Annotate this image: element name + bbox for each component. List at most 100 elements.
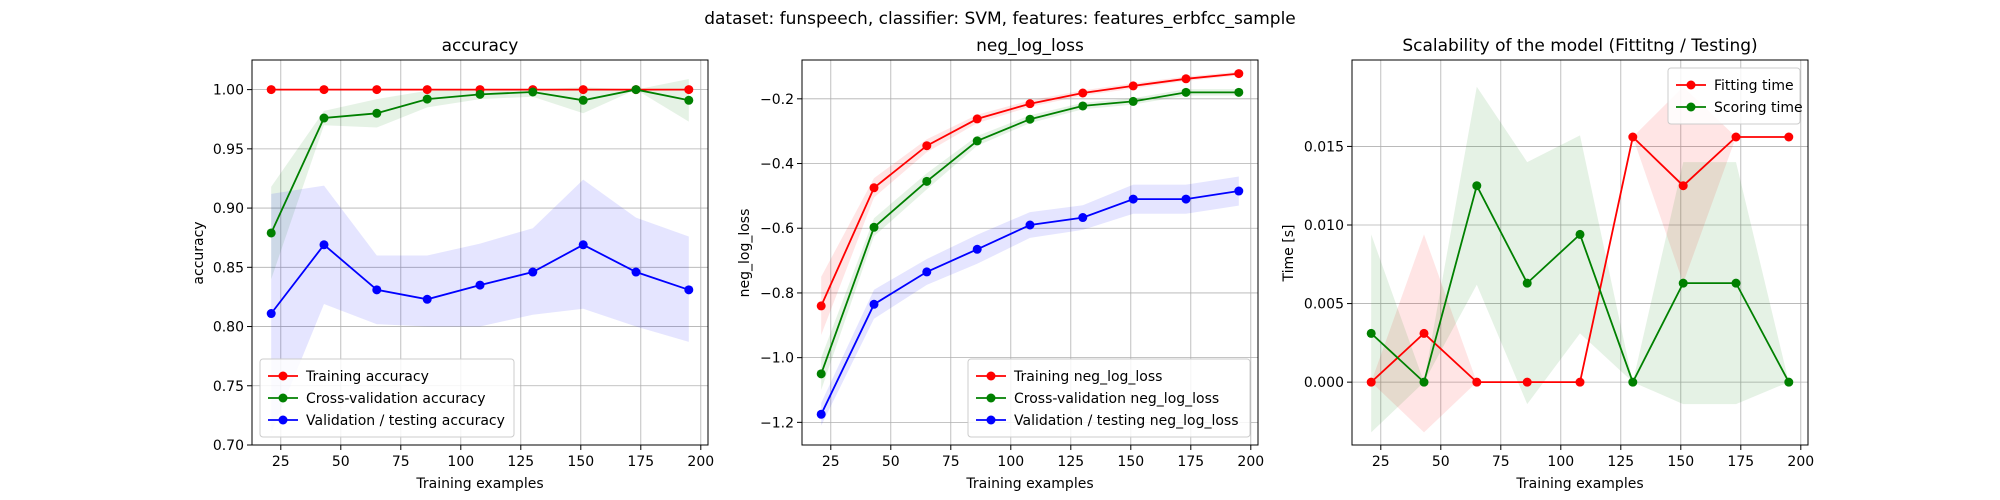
y-tick-label: 1.00 [213, 83, 244, 99]
data-point [1731, 278, 1741, 288]
legend-marker [1686, 80, 1696, 90]
data-point [1628, 377, 1638, 387]
data-point [1628, 132, 1638, 142]
data-point [922, 267, 932, 277]
axes-frame [251, 59, 709, 446]
data-point [266, 85, 276, 95]
x-tick-label: 150 [567, 454, 594, 470]
data-point [475, 280, 485, 290]
data-point [816, 409, 826, 419]
data-point [1678, 278, 1688, 288]
data-point [1472, 377, 1482, 387]
data-point [319, 85, 329, 95]
legend-marker [1686, 102, 1696, 112]
figure-suptitle: dataset: funspeech, classifier: SVM, fea… [704, 9, 1296, 29]
legend: Training neg_log_loss Cross-validation ne… [967, 358, 1251, 438]
y-tick-label: −0.8 [760, 286, 794, 302]
data-point [922, 176, 932, 186]
data-point [972, 114, 982, 124]
x-axis-label: Training examples [965, 476, 1093, 492]
data-point [869, 299, 879, 309]
y-tick-label: 0.010 [1304, 218, 1344, 234]
data-point [1128, 194, 1138, 204]
x-tick-label: 75 [942, 454, 960, 470]
data-point [1025, 220, 1035, 230]
x-tick-label: 150 [1117, 454, 1144, 470]
data-point [372, 108, 382, 118]
panel-title: accuracy [442, 36, 519, 56]
panel-accuracy: accuracy Training examples accuracy 25 50… [191, 36, 714, 492]
data-point [422, 94, 432, 104]
legend-box [1667, 67, 1801, 125]
data-point [684, 95, 694, 105]
data-point [1419, 377, 1429, 387]
data-point [1784, 377, 1794, 387]
y-tick-label: 0.000 [1304, 375, 1344, 391]
x-tick-label: 50 [882, 454, 900, 470]
y-tick-label: −1.2 [760, 415, 794, 431]
x-tick-label: 75 [392, 454, 410, 470]
x-tick-label: 125 [1057, 454, 1084, 470]
data-point [816, 369, 826, 379]
data-point [319, 113, 329, 123]
legend-marker [278, 371, 288, 381]
data-point [1181, 87, 1191, 97]
data-point [1366, 377, 1376, 387]
data-point [1575, 229, 1585, 239]
data-point [1678, 181, 1688, 191]
data-point [1472, 181, 1482, 191]
data-point [1234, 87, 1244, 97]
y-tick-label: 0.85 [213, 260, 244, 276]
data-point [1128, 81, 1138, 91]
x-tick-label: 50 [1432, 454, 1450, 470]
y-tick-label: 0.005 [1304, 297, 1344, 313]
y-tick-label: −1.0 [760, 351, 794, 367]
data-point [869, 183, 879, 193]
x-tick-label: 175 [1727, 454, 1754, 470]
data-point [1181, 74, 1191, 84]
data-point [372, 85, 382, 95]
y-axis-label: accuracy [191, 221, 207, 284]
data-point [266, 228, 276, 238]
panel-title: neg_log_loss [976, 36, 1084, 56]
data-point [1419, 328, 1429, 338]
x-tick-label: 200 [1237, 454, 1264, 470]
data-point [578, 85, 588, 95]
x-tick-label: 50 [332, 454, 350, 470]
data-point [372, 285, 382, 295]
confidence-band [1371, 86, 1789, 433]
y-tick-label: 0.75 [213, 379, 244, 395]
y-tick-label: 0.015 [1304, 139, 1344, 155]
x-tick-label: 100 [447, 454, 474, 470]
data-point [922, 141, 932, 151]
data-point [631, 85, 641, 95]
legend-marker [986, 415, 996, 425]
data-point [1025, 114, 1035, 124]
data-point [528, 267, 538, 277]
data-point [1784, 132, 1794, 142]
data-point [578, 95, 588, 105]
data-point [1078, 213, 1088, 223]
legend-label: Cross-validation accuracy [306, 391, 486, 407]
y-axis-label: neg_log_loss [737, 209, 753, 298]
x-tick-label: 150 [1667, 454, 1694, 470]
y-tick-label: 0.95 [213, 142, 244, 158]
y-axis-label: Time [s] [1281, 225, 1297, 283]
x-tick-label: 125 [507, 454, 534, 470]
data-point [816, 301, 826, 311]
data-point [1025, 99, 1035, 109]
legend-label: Training accuracy [305, 369, 429, 385]
confidence-band [821, 89, 1239, 390]
x-tick-label: 125 [1607, 454, 1634, 470]
legend-box [259, 358, 515, 438]
data-point [422, 294, 432, 304]
legend-marker [986, 371, 996, 381]
x-tick-label: 25 [272, 454, 290, 470]
panel-title: Scalability of the model (Fittitng / Tes… [1402, 36, 1757, 56]
x-tick-label: 175 [627, 454, 654, 470]
x-tick-label: 100 [997, 454, 1024, 470]
data-point [319, 240, 329, 250]
x-tick-label: 25 [1372, 454, 1390, 470]
y-tick-label: −0.6 [760, 221, 794, 237]
